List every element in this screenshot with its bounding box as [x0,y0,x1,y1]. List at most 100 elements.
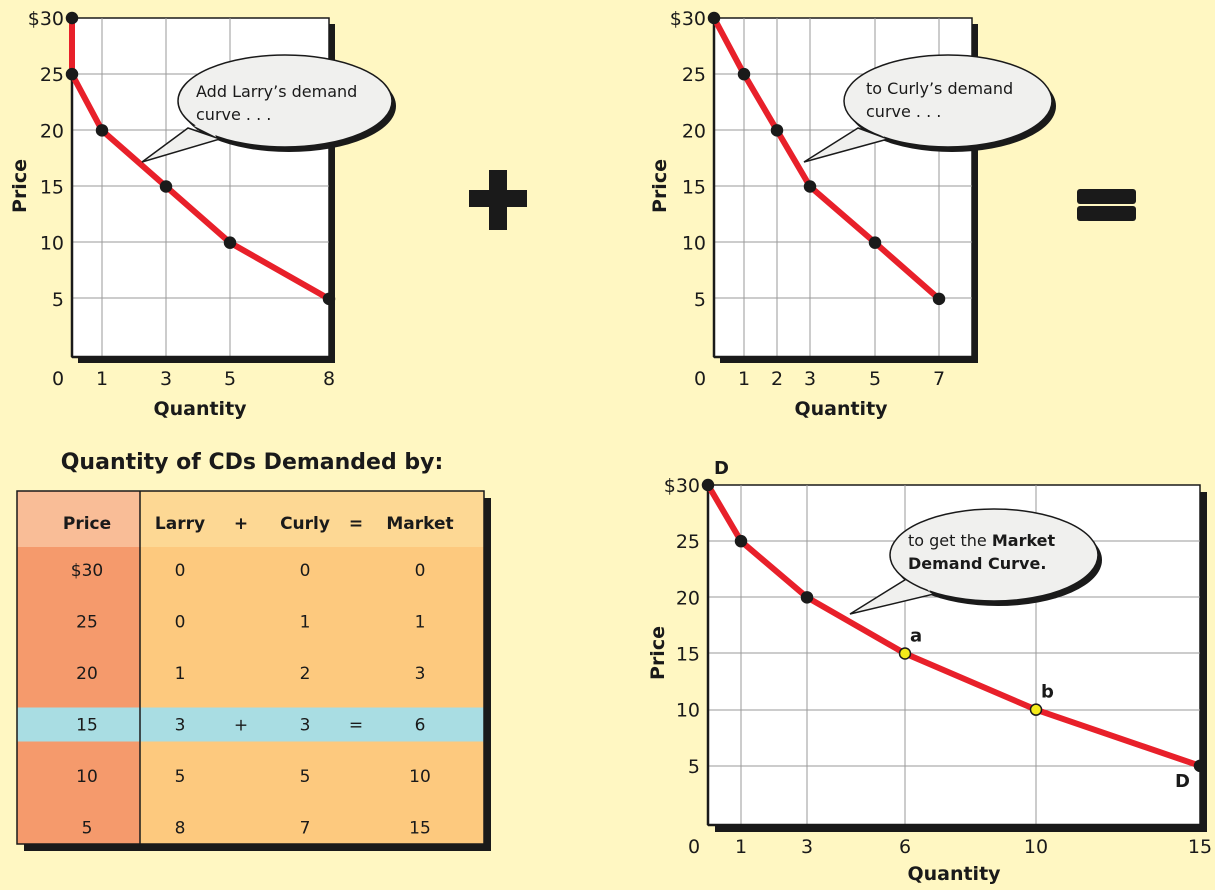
data-point [770,124,784,137]
equals-top-bar [1077,189,1136,204]
table-header-1: Larry [155,514,205,534]
equals-operator [1077,189,1136,221]
table-cell: 1 [175,664,186,684]
table-cell: + [234,716,248,736]
x-tick-label: 5 [869,368,881,390]
demand-table: Quantity of CDs Demanded by: Price Larry + C… [16,450,491,851]
x-tick-label: 5 [224,368,236,390]
bubble-text-line: Demand Curve. [908,554,1046,573]
x-tick-label: 1 [738,368,750,390]
y-tick-label: 10 [676,700,700,722]
table-cell: 1 [300,613,311,633]
price-column [17,491,140,844]
table-cell: 3 [415,664,426,684]
y-tick-label: 5 [688,756,700,778]
highlighted-row [17,707,484,742]
point-label-a: a [910,626,922,647]
data-point [734,534,748,548]
table-cell: 5 [300,767,311,787]
x-tick-label: 0 [694,368,706,390]
table-cell: 0 [415,561,426,581]
data-point [701,478,715,492]
x-tick-label: 7 [933,368,945,390]
table-cell: 5 [82,819,93,839]
bubble-tail-cover [194,121,216,137]
table-cell: 3 [175,716,186,736]
x-tick-label: 8 [323,368,335,390]
data-point [159,180,173,193]
x-axis-title: Quantity [794,398,888,420]
plus-operator [469,170,527,230]
y-tick-label: 25 [676,531,700,553]
data-point [95,124,109,137]
quantity-header-cell [140,491,484,547]
bubble-body [889,508,1099,602]
equals-bottom-bar [1077,206,1136,221]
data-point [803,180,817,193]
speech-bubble: to Curly’s demand curve . . . [803,54,1056,163]
table-cell: 20 [76,664,98,684]
data-point [65,11,79,25]
y-axis-title: Price [9,159,31,213]
table-cell: 10 [409,767,431,787]
quantity-columns [140,491,484,844]
data-point [800,591,814,604]
table-cell: 15 [76,716,98,736]
data-point [1193,759,1207,773]
y-tick-label: 15 [682,177,706,199]
table-cell: 0 [300,561,311,581]
y-tick-label: $30 [28,8,64,30]
table-cell: 25 [76,613,98,633]
x-tick-label: 10 [1024,836,1048,858]
data-point [868,236,882,249]
data-point [322,292,336,306]
x-tick-label: 3 [804,368,816,390]
table-cell: 5 [175,767,186,787]
bubble-body [177,54,393,148]
table-cell: = [349,716,363,736]
x-axis-title: Quantity [153,398,247,420]
data-point [65,67,79,81]
graph-market: $30 25 20 15 10 5 0 1 3 6 10 15 Quantity Price a b D Dto … [647,458,1212,885]
y-tick-label: 10 [682,233,706,255]
table-cell: 10 [76,767,98,787]
y-axis-title: Price [649,159,671,213]
x-tick-label: 2 [771,368,783,390]
table-cell: 2 [300,664,311,684]
table-cell: 7 [300,819,311,839]
table-header-5: Market [386,514,453,534]
y-tick-label: $30 [664,475,700,497]
graph-larry: $30 25 20 15 10 5 0 1 3 5 8 Quantity Price Add Larry’… [9,8,396,420]
y-tick-label: 20 [676,587,700,609]
table-border [16,490,485,845]
x-axis-title: Quantity [907,863,1001,885]
bubble-tail-cover [864,121,884,137]
price-header-cell [17,491,140,547]
graph-curly: $30 25 20 15 10 5 0 1 2 3 5 7 Quantity Price to Curly’… [649,8,1056,420]
x-tick-label: 0 [688,836,700,858]
table-cell: 8 [175,819,186,839]
x-tick-label: 3 [801,836,813,858]
y-tick-label: 5 [52,289,64,311]
demand-curve [705,482,1203,769]
y-tick-label: 25 [682,64,706,86]
bubble-tail-cover [914,576,930,592]
y-tick-label: 5 [694,289,706,311]
y-tick-label: 15 [676,644,700,666]
data-point [932,292,946,306]
table-header-4: = [349,514,363,534]
bubble-text-line: to Curly’s demand [866,79,1013,98]
bubble-text-line: Add Larry’s demand [196,82,357,101]
demand-curve [711,15,942,302]
speech-bubble: to get the Market Demand Curve. [849,508,1102,615]
x-tick-label: 3 [160,368,172,390]
demand-curve [69,15,332,302]
plus-vertical-bar [489,170,507,230]
x-tick-label: 1 [735,836,747,858]
table-cell: 0 [175,613,186,633]
bubble-text-line: to get the Market [908,531,1056,550]
speech-bubble: Add Larry’s demand curve . . . [141,54,396,163]
y-tick-label: 20 [682,120,706,142]
table-header-3: Curly [280,514,330,534]
